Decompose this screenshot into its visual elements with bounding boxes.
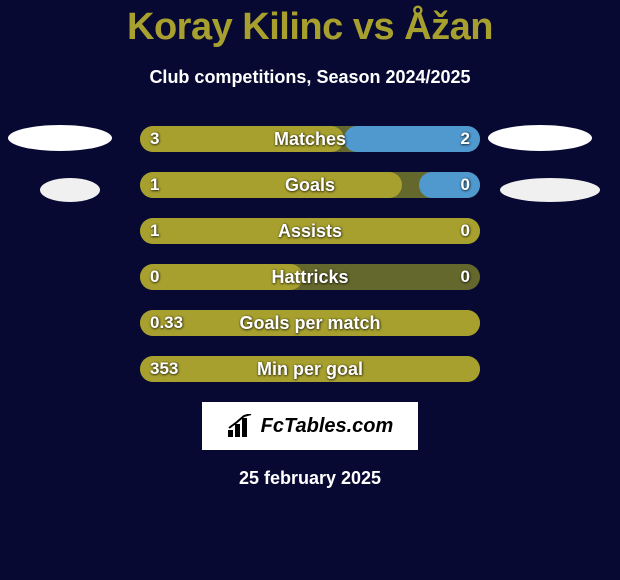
vs-text: vs <box>343 6 404 48</box>
player1-badge <box>40 178 100 202</box>
player2-name: Åžan <box>404 6 493 48</box>
player1-name: Koray Kilinc <box>127 6 343 48</box>
stat-label: Hattricks <box>140 264 480 290</box>
stat-row: 353Min per goal <box>140 356 480 382</box>
stat-row: 32Matches <box>140 126 480 152</box>
stat-row: 00Hattricks <box>140 264 480 290</box>
stat-row: 10Assists <box>140 218 480 244</box>
subtitle: Club competitions, Season 2024/2025 <box>0 67 620 88</box>
stat-row: 0.33Goals per match <box>140 310 480 336</box>
stat-label: Min per goal <box>140 356 480 382</box>
stat-label: Goals per match <box>140 310 480 336</box>
stat-row: 10Goals <box>140 172 480 198</box>
player2-badge <box>500 178 600 202</box>
stat-label: Goals <box>140 172 480 198</box>
stat-label: Assists <box>140 218 480 244</box>
fctables-icon <box>227 414 255 438</box>
player2-badge <box>488 125 592 151</box>
date-label: 25 february 2025 <box>0 468 620 489</box>
logo-text: FcTables.com <box>261 415 394 438</box>
comparison-chart: 32Matches 10Goals 10Assists 00Hattricks 0.33… <box>0 126 620 382</box>
source-logo: FcTables.com <box>202 402 418 450</box>
page-title: Koray Kilinc vs Åžan <box>0 0 620 49</box>
stat-label: Matches <box>140 126 480 152</box>
player1-badge <box>8 125 112 151</box>
